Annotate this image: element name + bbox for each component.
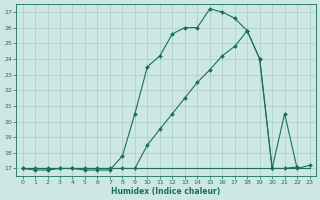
X-axis label: Humidex (Indice chaleur): Humidex (Indice chaleur) bbox=[111, 187, 221, 196]
